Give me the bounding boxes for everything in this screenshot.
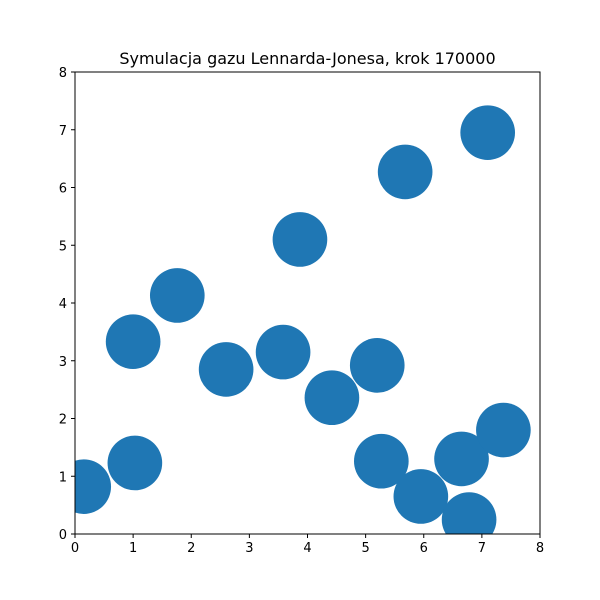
particle-point bbox=[354, 433, 409, 489]
y-tick-label: 1 bbox=[59, 470, 67, 485]
particle-point bbox=[304, 370, 360, 426]
x-tick-label: 3 bbox=[245, 541, 253, 556]
chart-title: Symulacja gazu Lennarda-Jonesa, krok 170… bbox=[119, 49, 495, 68]
y-tick-label: 4 bbox=[59, 297, 67, 312]
x-tick-label: 6 bbox=[420, 541, 428, 556]
y-tick-label: 6 bbox=[59, 182, 67, 197]
x-tick-label: 0 bbox=[71, 541, 79, 556]
particle-point bbox=[434, 431, 489, 487]
x-tick-label: 4 bbox=[303, 541, 311, 556]
points-layer bbox=[75, 105, 531, 534]
y-axis: 0 1 2 3 4 5 6 7 8 bbox=[59, 66, 75, 543]
particle-point bbox=[198, 342, 254, 397]
particle-point bbox=[107, 435, 163, 491]
particle-point bbox=[349, 338, 405, 393]
x-tick-label: 1 bbox=[129, 541, 137, 556]
y-tick-label: 3 bbox=[59, 355, 67, 370]
particle-point bbox=[377, 144, 433, 200]
particle-point bbox=[105, 314, 161, 370]
particle-point bbox=[393, 469, 449, 524]
x-tick-label: 7 bbox=[478, 541, 486, 556]
particle-point bbox=[75, 459, 112, 514]
x-axis: 0 1 2 3 4 5 6 7 8 bbox=[71, 534, 544, 556]
y-tick-label: 0 bbox=[59, 528, 67, 543]
particle-point bbox=[476, 402, 531, 458]
particle-point bbox=[272, 212, 328, 267]
x-tick-label: 8 bbox=[536, 541, 544, 556]
particle-point bbox=[255, 324, 311, 380]
particle-point bbox=[441, 492, 497, 534]
particle-point bbox=[460, 105, 516, 160]
y-tick-label: 7 bbox=[59, 124, 67, 139]
particle-point bbox=[149, 268, 205, 323]
y-tick-label: 5 bbox=[59, 239, 67, 254]
x-tick-label: 5 bbox=[361, 541, 369, 556]
y-tick-label: 8 bbox=[59, 66, 67, 81]
y-tick-label: 2 bbox=[59, 413, 67, 428]
x-tick-label: 2 bbox=[187, 541, 195, 556]
